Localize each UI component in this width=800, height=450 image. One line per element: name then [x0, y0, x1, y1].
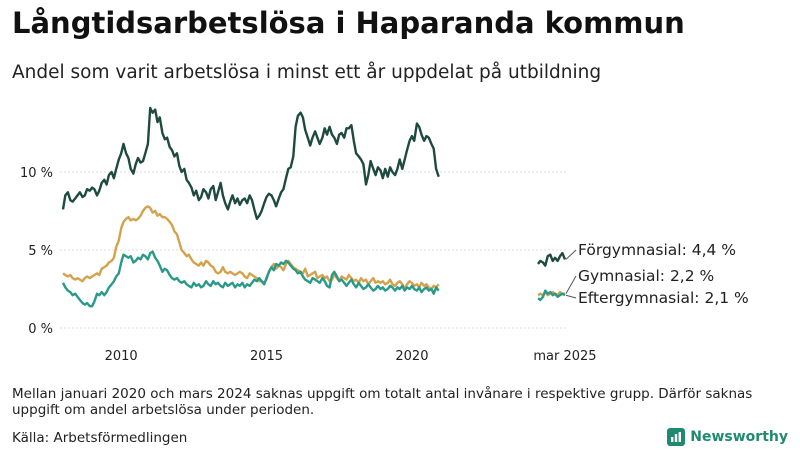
bar-chart-icon: [667, 428, 686, 446]
series-end-label: Gymnasial: 2,2 %: [578, 267, 714, 285]
label-leader-line: [565, 294, 577, 299]
y-tick-label: 5 %: [28, 244, 53, 259]
gridlines: [60, 171, 568, 329]
y-tick-label: 0 %: [28, 322, 53, 337]
series-line-förgymnasial: [537, 251, 567, 267]
y-axis-labels: 0 % 5 % 10 %: [20, 166, 53, 337]
x-axis-labels: 2010 2015 2020 mar 2025: [105, 349, 597, 364]
x-tick-label: 2010: [105, 349, 138, 364]
line-chart: 0 % 5 % 10 % 2010 2015 2020 mar 2025 Förgymna…: [20, 106, 749, 364]
label-leader-line: [565, 249, 577, 260]
series-line-gymnasial: [62, 205, 440, 291]
series-line-eftergymnasial: [61, 250, 440, 308]
end-labels: Förgymnasial: 4,4 % Gymnasial: 2,2 % Efter…: [565, 241, 749, 307]
chart-subtitle: Andel som varit arbetslösa i minst ett å…: [12, 62, 602, 83]
chart-title: Långtidsarbetslösa i Haparanda kommun: [12, 6, 685, 40]
label-leader-line: [565, 275, 577, 294]
source-credit: Källa: Arbetsförmedlingen: [12, 430, 188, 446]
series-lines: [61, 106, 567, 308]
series-end-label: Förgymnasial: 4,4 %: [578, 241, 736, 259]
x-tick-label: 2020: [395, 349, 428, 364]
x-tick-label: mar 2025: [533, 349, 596, 364]
y-tick-label: 10 %: [20, 166, 53, 181]
x-tick-label: 2015: [250, 349, 283, 364]
brand-name: Newsworthy: [690, 429, 788, 445]
series-line-eftergymnasial: [537, 289, 566, 302]
footnote: Mellan januari 2020 och mars 2024 saknas…: [12, 386, 753, 418]
series-line-förgymnasial: [61, 106, 440, 220]
series-end-label: Eftergymnasial: 2,1 %: [578, 289, 749, 307]
brand-logo[interactable]: Newsworthy: [667, 428, 788, 446]
